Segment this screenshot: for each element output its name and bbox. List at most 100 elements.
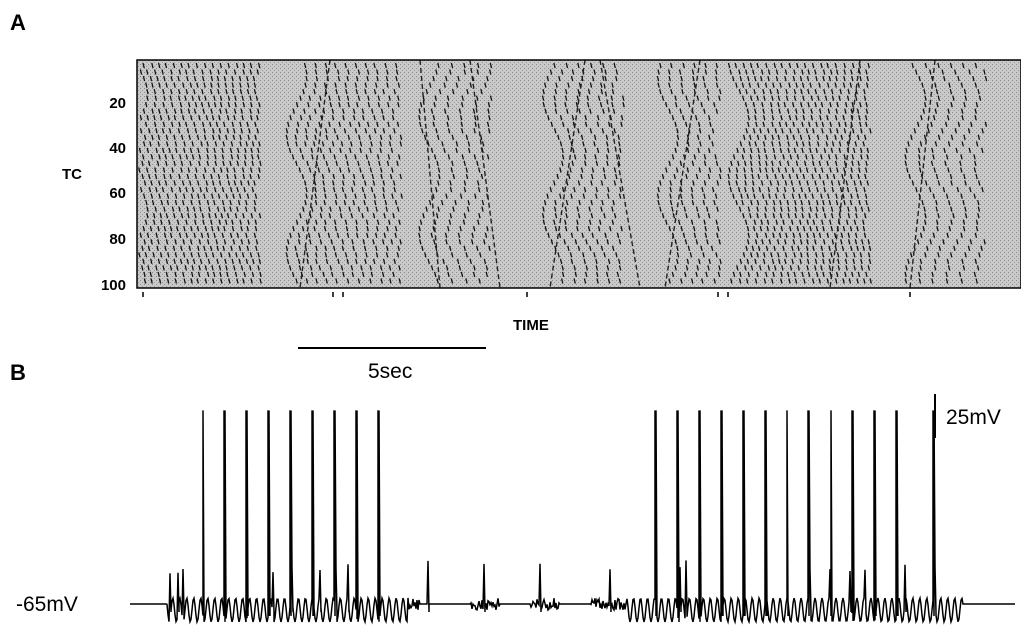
raster-dash — [616, 271, 620, 278]
raster-dash — [969, 186, 972, 193]
raster-dash — [862, 141, 865, 147]
raster-dash — [139, 128, 143, 134]
raster-dash — [958, 271, 962, 278]
raster-dash — [714, 154, 717, 160]
raster-dash — [777, 102, 780, 108]
raster-dash — [843, 75, 846, 82]
raster-dash — [295, 278, 298, 284]
raster-dash — [754, 108, 757, 114]
raster-dash — [333, 62, 337, 69]
raster-dash — [328, 213, 332, 219]
wave-front — [599, 59, 641, 289]
raster-dash — [369, 278, 372, 284]
raster-dash — [391, 193, 394, 199]
raster-dash — [803, 160, 807, 167]
raster-dash — [565, 213, 568, 219]
raster-dash — [314, 134, 317, 140]
raster-dash — [730, 278, 733, 284]
raster-dash — [822, 239, 826, 245]
raster-dash — [820, 62, 823, 69]
raster-dash — [173, 115, 177, 121]
raster-dash — [828, 75, 832, 82]
raster-dash — [145, 69, 149, 75]
raster-dash — [742, 134, 746, 140]
raster-dash — [183, 141, 186, 147]
raster-dash — [613, 167, 617, 173]
raster-dash — [792, 134, 796, 140]
raster-dash — [761, 102, 764, 108]
raster-dash — [467, 199, 470, 206]
raster-dash — [424, 252, 427, 258]
raster-dash — [241, 115, 244, 121]
raster-dash — [201, 121, 205, 127]
raster-dash — [211, 193, 214, 199]
raster-dash — [798, 232, 802, 238]
raster-dash — [382, 115, 385, 121]
raster-dash — [325, 160, 329, 167]
raster-dash — [253, 82, 257, 88]
raster-dash — [762, 108, 765, 114]
raster-dash — [255, 95, 259, 101]
raster-dash — [789, 265, 793, 271]
raster-dash — [486, 121, 490, 127]
raster-dash — [735, 82, 738, 88]
raster-dash — [141, 160, 144, 167]
raster-dash — [770, 108, 774, 114]
raster-dash — [170, 186, 174, 193]
raster-dash — [143, 239, 146, 245]
raster-dash — [818, 108, 822, 114]
raster-dash — [354, 252, 358, 258]
raster-dash — [567, 82, 570, 88]
raster-dash — [253, 199, 257, 206]
raster-dash — [659, 88, 662, 95]
raster-dash — [174, 278, 178, 284]
raster-dash — [860, 128, 863, 134]
raster-dash — [807, 102, 810, 108]
raster-dash — [668, 108, 671, 114]
raster-dash — [862, 219, 865, 225]
raster-dash — [565, 199, 569, 206]
raster-dash — [421, 128, 424, 134]
raster-dash — [756, 213, 759, 219]
raster-dash — [747, 271, 751, 278]
raster-dash — [376, 121, 379, 127]
raster-dash — [303, 62, 307, 69]
raster-dash — [921, 82, 924, 88]
raster-dash — [865, 69, 868, 75]
raster-dash — [609, 226, 612, 232]
raster-dash — [559, 258, 563, 265]
raster-dash — [861, 239, 864, 245]
raster-dash — [949, 62, 953, 69]
raster-dash — [173, 134, 176, 140]
raster-dash — [923, 134, 927, 140]
raster-dash — [739, 271, 742, 278]
raster-dash — [324, 245, 327, 251]
raster-dash — [391, 108, 395, 114]
raster-dash — [857, 271, 861, 278]
raster-dash — [295, 102, 299, 108]
raster-dash — [432, 121, 436, 127]
raster-dash — [845, 180, 849, 186]
raster-dash — [755, 121, 758, 127]
raster-dash — [571, 160, 574, 167]
raster-dash — [569, 167, 572, 173]
raster-dash — [739, 141, 743, 147]
raster-dash — [474, 193, 477, 199]
raster-dash — [344, 193, 347, 199]
raster-dash — [947, 199, 951, 206]
raster-dash — [937, 252, 940, 258]
raster-dash — [469, 258, 472, 265]
raster-dash — [964, 206, 967, 212]
raster-dash — [676, 141, 679, 147]
raster-dash — [749, 213, 752, 219]
raster-dash — [863, 232, 867, 238]
raster-dash — [238, 245, 242, 251]
raster-dash — [248, 128, 251, 134]
raster-dash — [163, 226, 167, 232]
raster-dash — [606, 160, 609, 167]
raster-dash — [934, 141, 938, 147]
raster-dash — [318, 265, 322, 271]
raster-dash — [445, 193, 448, 199]
raster-dash — [783, 186, 787, 193]
raster-dash — [755, 232, 759, 238]
